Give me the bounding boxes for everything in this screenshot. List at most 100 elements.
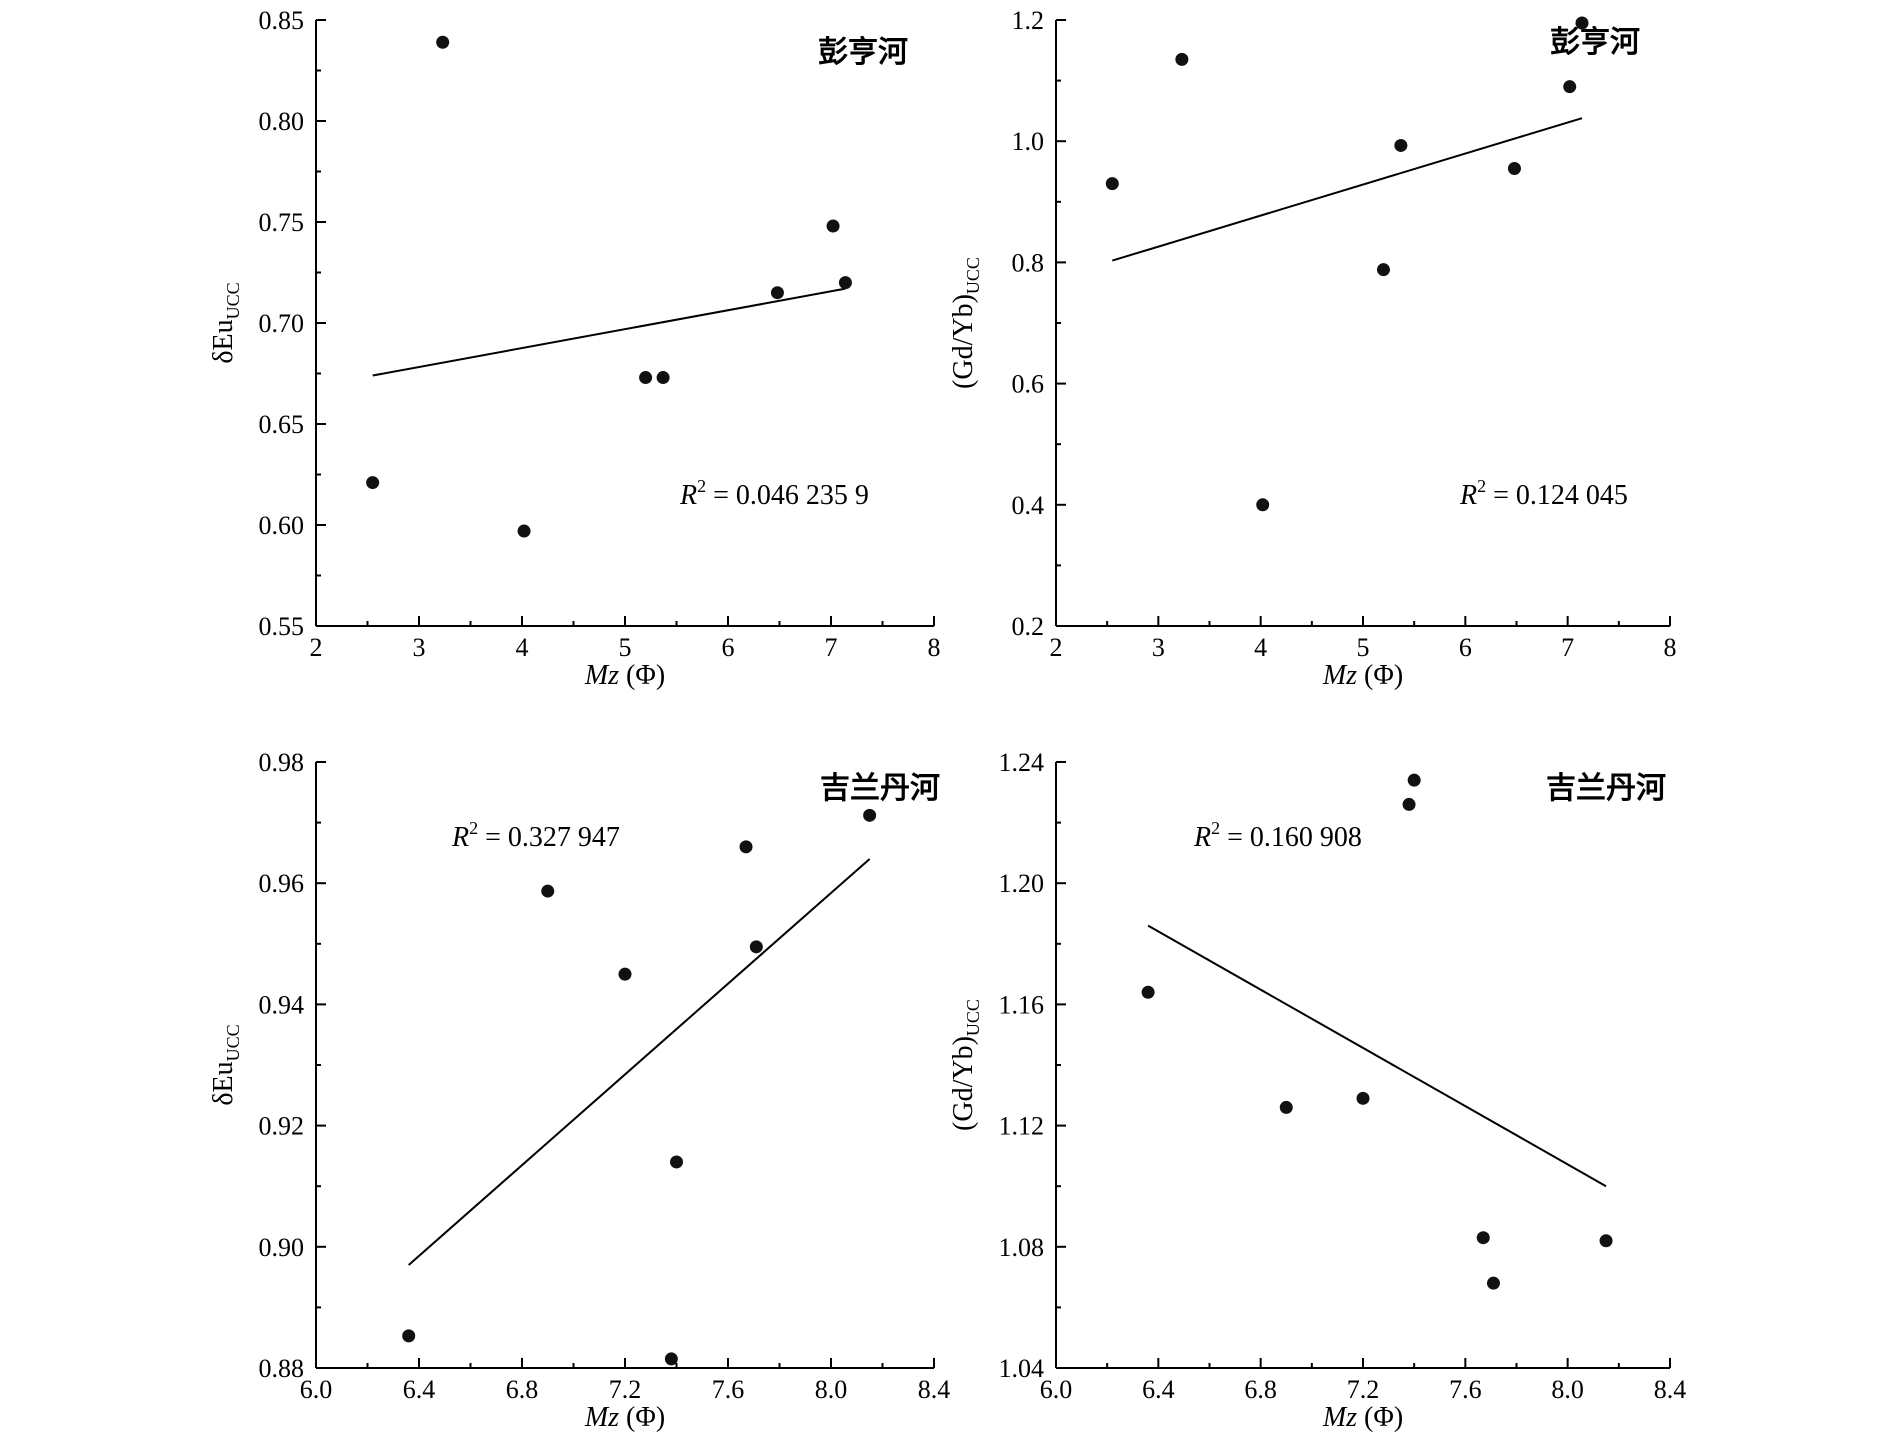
r-squared-value: = 0.160 908 — [1220, 822, 1362, 853]
y-tick-label: 0.2 — [1012, 612, 1045, 641]
r-squared-value: = 0.046 235 9 — [706, 480, 869, 511]
y-tick-label: 1.2 — [1012, 6, 1045, 35]
y-tick-label: 0.80 — [259, 107, 305, 136]
y-tick-label: 1.04 — [999, 1354, 1045, 1383]
x-axis-label-symbol: Mz — [584, 1402, 619, 1433]
y-tick-label: 1.16 — [999, 990, 1045, 1019]
y-tick-label: 1.12 — [999, 1112, 1045, 1141]
y-tick-label: 1.24 — [999, 748, 1045, 777]
x-axis-label-symbol: Mz — [1322, 1402, 1357, 1433]
data-point — [541, 884, 555, 898]
y-tick-label: 0.70 — [259, 309, 305, 338]
x-tick-label: 8 — [1664, 633, 1677, 662]
x-tick-label: 7.2 — [1347, 1375, 1380, 1404]
y-axis-label-subscript: UCC — [223, 282, 243, 319]
chart-panel-1: 2 3 4 5 6 7 8 0.55 0.60 0.65 0.70 0.75 0.80 0.85 Mz (Φ… — [208, 6, 941, 691]
regression-line — [1111, 117, 1583, 262]
y-tick-label: 0.8 — [1012, 248, 1045, 277]
y-axis-label: δEuUCC — [208, 282, 243, 363]
data-point — [1394, 138, 1408, 152]
data-point — [838, 276, 852, 290]
x-tick-label: 3 — [413, 633, 426, 662]
data-point — [656, 371, 670, 385]
data-point — [749, 940, 763, 954]
chart-title: 吉兰丹河 — [820, 771, 940, 806]
y-tick-label: 0.98 — [259, 748, 305, 777]
x-axis-label-symbol: Mz — [584, 660, 619, 691]
data-point — [739, 840, 753, 854]
x-tick-label: 8.4 — [918, 1375, 951, 1404]
data-point — [1175, 52, 1189, 66]
x-axis-label-symbol: Mz — [1322, 660, 1357, 691]
y-tick-label: 0.55 — [259, 612, 305, 641]
chart-panel-3: 6.0 6.4 6.8 7.2 7.6 8.0 8.4 0.88 0.90 0.92 0.94 0.9… — [208, 748, 950, 1433]
x-tick-label: 6.4 — [1142, 1375, 1175, 1404]
x-tick-label: 7.2 — [609, 1375, 642, 1404]
chart-panel-2: 2 3 4 5 6 7 8 0.2 0.4 0.6 0.8 1.0 1.2 Mz (Φ) (Gd/Yb)UC… — [948, 6, 1677, 691]
data-point — [1356, 1091, 1370, 1105]
x-tick-label: 5 — [1357, 633, 1370, 662]
x-tick-label: 7 — [825, 633, 838, 662]
y-axis-label-main: δEu — [208, 319, 239, 363]
data-point — [1599, 1234, 1613, 1248]
data-point — [1105, 177, 1119, 191]
chart-panel-4: 6.0 6.4 6.8 7.2 7.6 8.0 8.4 1.04 1.08 1.12 1.16 1.2… — [948, 748, 1686, 1433]
x-axis-label: Mz (Φ) — [584, 660, 665, 691]
data-point — [618, 967, 632, 981]
data-point — [826, 219, 840, 233]
y-tick-label: 0.92 — [259, 1112, 305, 1141]
r-squared-symbol: R — [1193, 822, 1211, 853]
y-tick-label: 0.88 — [259, 1354, 305, 1383]
y-tick-label: 1.0 — [1012, 127, 1045, 156]
data-point — [1256, 498, 1270, 512]
x-axis-label: Mz (Φ) — [1322, 1402, 1403, 1433]
x-tick-label: 7.6 — [1449, 1375, 1482, 1404]
y-tick-label: 0.65 — [259, 410, 305, 439]
x-tick-label: 2 — [310, 633, 323, 662]
r-squared-annotation: R2 = 0.327 947 — [451, 818, 620, 853]
y-axis-label-main: (Gd/Yb) — [948, 1036, 979, 1131]
x-tick-label: 7.6 — [712, 1375, 745, 1404]
x-tick-label: 6.4 — [403, 1375, 436, 1404]
x-tick-label: 6.8 — [1244, 1375, 1277, 1404]
x-tick-label: 4 — [516, 633, 529, 662]
y-axis-label-main: (Gd/Yb) — [948, 294, 979, 389]
data-point — [670, 1155, 683, 1169]
y-tick-label: 0.6 — [1012, 370, 1045, 399]
x-tick-label: 3 — [1152, 633, 1165, 662]
regression-line — [1147, 924, 1607, 1188]
y-axis-label-subscript: UCC — [223, 1024, 243, 1061]
x-axis-label: Mz (Φ) — [1322, 660, 1403, 691]
x-tick-label: 4 — [1254, 633, 1267, 662]
data-point — [517, 524, 531, 538]
y-tick-label: 0.90 — [259, 1233, 305, 1262]
x-axis-label: Mz (Φ) — [584, 1402, 665, 1433]
r-squared-annotation: R2 = 0.160 908 — [1193, 818, 1362, 853]
data-point — [436, 35, 450, 49]
data-point — [1486, 1276, 1500, 1290]
chart-title: 吉兰丹河 — [1546, 771, 1666, 806]
data-point — [1575, 16, 1589, 30]
r-squared-superscript: 2 — [1477, 476, 1486, 496]
x-tick-label: 6 — [1459, 633, 1472, 662]
y-axis-label: (Gd/Yb)UCC — [948, 257, 983, 389]
x-tick-label: 6 — [722, 633, 735, 662]
x-tick-label: 6.8 — [506, 1375, 539, 1404]
y-axis-label: δEuUCC — [208, 1024, 243, 1105]
y-axis-label: (Gd/Yb)UCC — [948, 999, 983, 1131]
x-axis-label-unit: (Φ) — [619, 1402, 665, 1433]
data-point — [1407, 773, 1421, 787]
data-point — [639, 371, 653, 385]
y-axis-label-subscript: UCC — [963, 999, 983, 1036]
r-squared-value: = 0.327 947 — [478, 822, 620, 853]
y-tick-label: 1.20 — [999, 869, 1045, 898]
x-tick-label: 8.4 — [1654, 1375, 1687, 1404]
y-tick-label: 0.60 — [259, 511, 305, 540]
r-squared-annotation: R2 = 0.124 045 — [1459, 476, 1628, 511]
data-point — [1402, 797, 1416, 811]
x-tick-label: 8.0 — [815, 1375, 848, 1404]
chart-title: 彭亨河 — [1550, 25, 1640, 60]
data-point — [1476, 1231, 1490, 1245]
data-point — [1141, 985, 1155, 999]
x-axis-label-unit: (Φ) — [1357, 1402, 1403, 1433]
